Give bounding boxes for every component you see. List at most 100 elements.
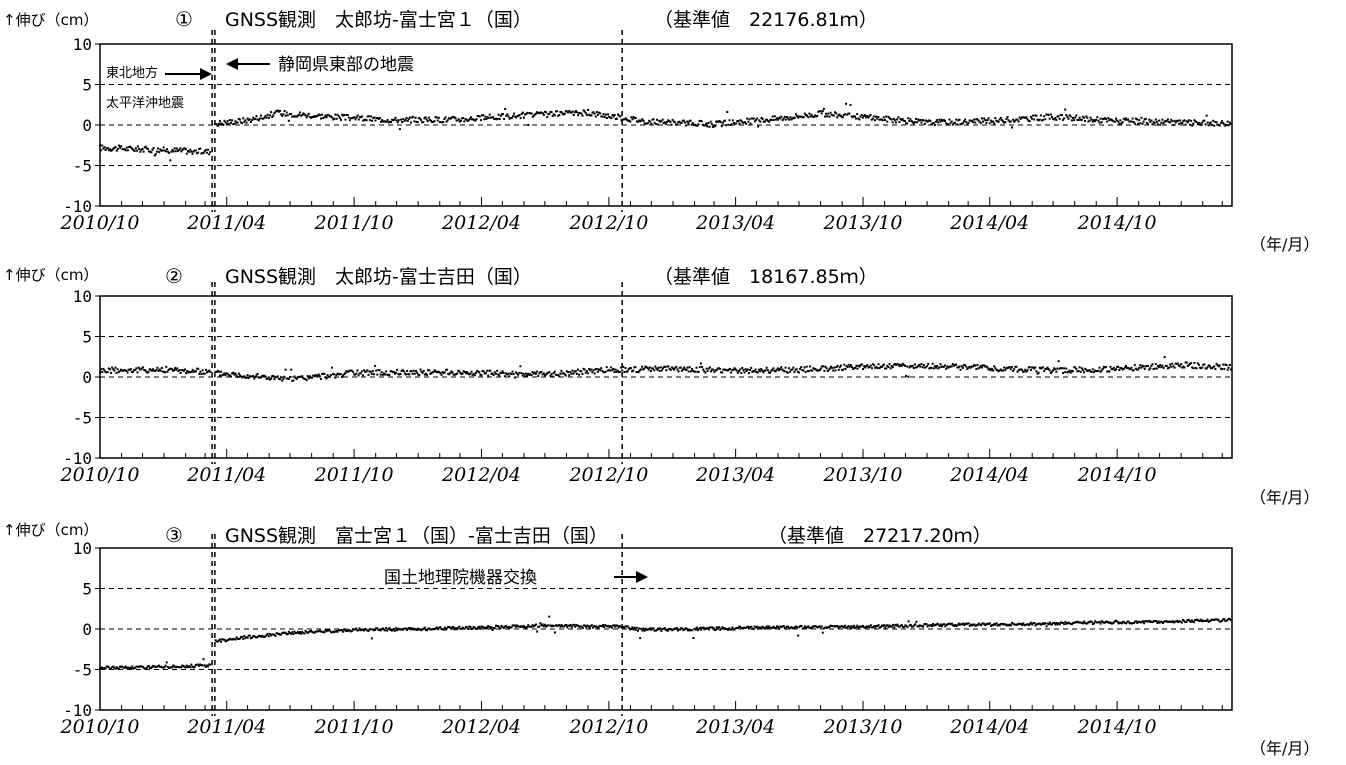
data-point — [1004, 369, 1007, 371]
data-point — [1192, 620, 1194, 623]
data-point — [719, 121, 722, 124]
data-point — [106, 665, 109, 668]
data-point — [1092, 119, 1095, 122]
data-point — [1162, 122, 1165, 125]
data-point — [463, 627, 466, 630]
data-point — [931, 362, 934, 365]
data-point — [665, 369, 668, 372]
data-point — [459, 371, 462, 374]
data-point — [846, 113, 849, 116]
data-point — [735, 122, 738, 125]
data-point — [750, 366, 753, 369]
data-point — [918, 363, 921, 366]
data-point — [632, 369, 635, 372]
data-point — [397, 119, 400, 122]
data-point — [645, 366, 648, 369]
data-point — [615, 117, 618, 120]
data-point — [272, 633, 275, 636]
data-point — [1038, 622, 1041, 625]
data-point — [608, 626, 611, 629]
data-point — [1052, 622, 1055, 624]
data-point — [847, 625, 850, 628]
data-point — [1148, 118, 1151, 121]
data-point — [1116, 620, 1119, 623]
data-point — [289, 632, 292, 635]
data-point — [316, 374, 319, 377]
data-point — [713, 125, 715, 128]
data-point — [1001, 369, 1003, 372]
data-point — [444, 628, 447, 631]
data-point — [343, 373, 346, 376]
data-point — [387, 628, 390, 631]
data-point — [398, 373, 401, 376]
data-point — [159, 148, 162, 151]
data-point — [711, 125, 714, 128]
data-point — [521, 626, 524, 629]
data-point — [952, 624, 955, 627]
data-point — [492, 116, 495, 119]
data-point — [872, 626, 874, 629]
data-point — [359, 372, 362, 375]
data-point — [137, 145, 139, 148]
data-point — [119, 146, 122, 149]
data-point — [445, 120, 448, 123]
data-point — [315, 375, 318, 378]
data-point — [944, 625, 947, 628]
data-point — [1128, 120, 1131, 123]
data-point — [1125, 117, 1127, 120]
data-point — [1079, 621, 1082, 624]
data-point — [300, 114, 303, 117]
data-point — [639, 637, 642, 640]
arrow-right-icon — [614, 571, 648, 583]
data-point — [1183, 119, 1186, 122]
data-point — [695, 626, 698, 629]
data-point — [227, 638, 230, 641]
data-point — [590, 624, 593, 627]
data-point — [267, 635, 270, 638]
data-point — [189, 148, 192, 151]
data-point — [970, 365, 973, 368]
data-point — [927, 120, 930, 123]
data-point — [153, 665, 156, 668]
data-point — [185, 372, 188, 375]
data-point — [388, 627, 391, 630]
data-point — [518, 625, 521, 628]
data-point — [542, 372, 545, 375]
data-point — [101, 666, 104, 669]
data-point — [502, 113, 504, 116]
data-point — [444, 368, 447, 371]
data-point — [521, 374, 524, 377]
data-point — [469, 372, 472, 375]
data-point — [454, 117, 457, 120]
data-point — [960, 122, 963, 125]
data-point — [155, 150, 158, 153]
data-point — [574, 625, 577, 628]
data-point — [985, 365, 988, 368]
data-point — [493, 371, 496, 374]
data-point — [336, 630, 339, 633]
data-point — [1024, 368, 1027, 371]
data-point — [317, 630, 320, 633]
data-point — [478, 625, 481, 628]
data-point — [613, 624, 616, 627]
data-point — [1143, 118, 1146, 121]
data-point — [364, 370, 367, 373]
data-point — [806, 626, 809, 629]
data-point — [917, 118, 920, 121]
data-point — [1126, 118, 1129, 121]
data-point — [1088, 621, 1091, 624]
data-point — [579, 112, 582, 115]
data-point — [430, 119, 432, 122]
data-point — [751, 117, 754, 120]
data-point — [808, 626, 811, 629]
data-point — [995, 119, 998, 122]
data-point — [1158, 119, 1161, 122]
data-point — [1221, 620, 1223, 622]
data-point — [1100, 369, 1103, 372]
data-point — [825, 112, 828, 115]
data-point — [512, 624, 515, 627]
data-point — [737, 627, 739, 630]
data-point — [601, 115, 604, 118]
data-point — [184, 148, 187, 151]
data-point — [671, 629, 674, 632]
